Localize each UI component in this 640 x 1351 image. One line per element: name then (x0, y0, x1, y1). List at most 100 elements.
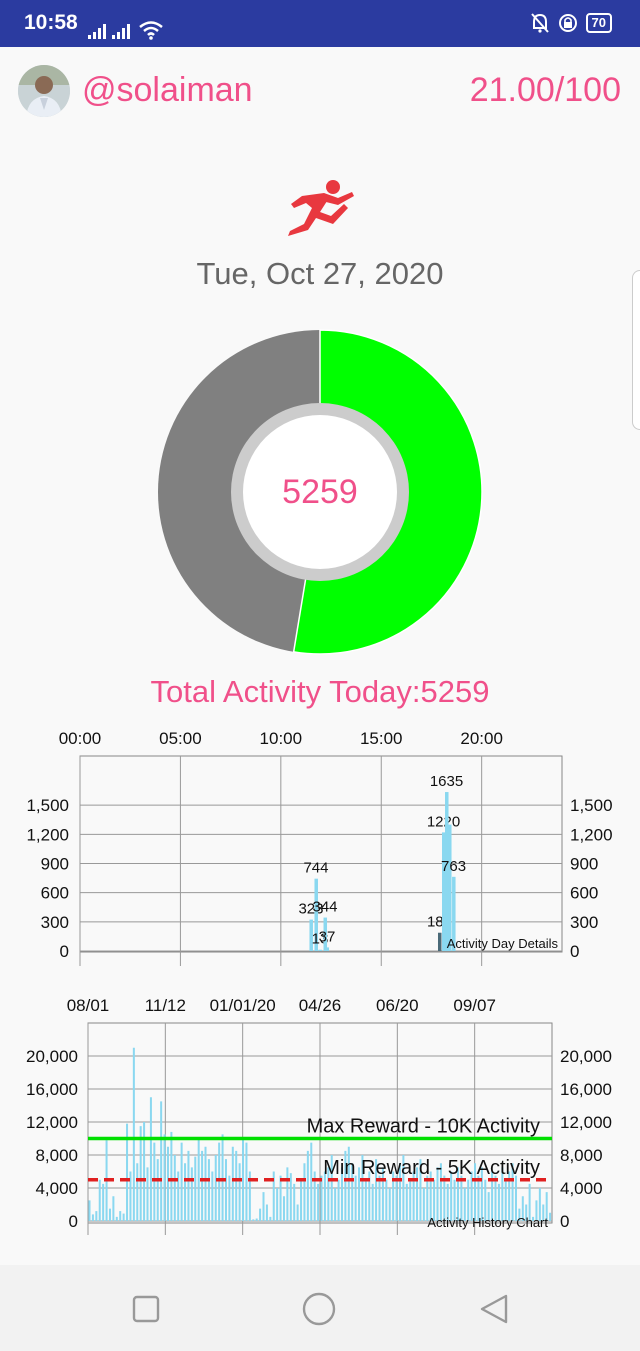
history-chart-bar (443, 1175, 446, 1221)
day-chart-x-tick: 05:00 (159, 729, 202, 748)
status-bar: 10:58 70 (0, 0, 640, 47)
history-chart-bar (166, 1146, 169, 1221)
history-chart-bar (143, 1122, 146, 1221)
history-chart-bar (163, 1134, 166, 1221)
history-chart-bar (146, 1167, 149, 1221)
total-activity-label: Total Activity Today:5259 (150, 674, 490, 709)
history-chart-bar (467, 1179, 470, 1221)
history-chart-y-tick-right: 8,000 (560, 1146, 603, 1165)
history-chart-bar (327, 1167, 330, 1221)
history-chart-bar (139, 1126, 142, 1221)
history-chart-bar (310, 1142, 313, 1221)
history-chart-bar (276, 1188, 279, 1221)
history-chart-bar (211, 1171, 214, 1221)
history-chart-bar (149, 1097, 152, 1221)
history-chart-bar (262, 1192, 265, 1221)
history-chart-bar (214, 1155, 217, 1221)
history-chart-bar (456, 1167, 459, 1221)
history-chart-bar (255, 1218, 258, 1221)
day-chart-y-tick-left: 900 (41, 855, 69, 874)
edge-panel-handle[interactable] (632, 270, 640, 430)
history-chart-bar (371, 1183, 374, 1221)
history-chart-bar (323, 1171, 326, 1221)
day-chart-y-tick-right: 0 (570, 942, 579, 961)
history-chart-bar (504, 1179, 507, 1221)
history-chart-bar (95, 1211, 98, 1221)
history-chart-bar (446, 1183, 449, 1221)
history-chart-bar (491, 1171, 494, 1221)
history-chart-x-tick: 11/12 (145, 996, 186, 1015)
history-chart-bar (518, 1208, 521, 1221)
history-chart-bar (395, 1175, 398, 1221)
day-chart-bar (437, 932, 442, 951)
user-photo-icon (18, 65, 70, 117)
history-chart-bar (265, 1204, 268, 1221)
history-chart-reward-label: Min Reward - 5K Activity (323, 1157, 540, 1179)
day-chart-bar (448, 824, 452, 951)
history-chart-bar (272, 1171, 275, 1221)
history-chart-y-tick-right: 16,000 (560, 1080, 612, 1099)
history-chart-bar (88, 1200, 91, 1221)
day-chart-bar-label: 763 (441, 858, 466, 875)
home-button[interactable] (302, 1292, 336, 1326)
history-chart-bar (422, 1188, 425, 1221)
day-chart-x-tick: 20:00 (460, 729, 503, 748)
history-chart-bar (242, 1138, 245, 1221)
history-chart-bar (313, 1171, 316, 1221)
profile-header: @solaiman 21.00/100 (0, 47, 640, 137)
history-chart-bar (153, 1142, 156, 1221)
history-chart-bar (190, 1167, 193, 1221)
history-chart-bar (433, 1179, 436, 1221)
day-chart-x-tick: 10:00 (260, 729, 303, 748)
day-chart-bar (452, 876, 456, 951)
history-chart-bar (545, 1192, 548, 1221)
history-chart-bar (439, 1163, 442, 1221)
history-chart-bar (463, 1188, 466, 1221)
history-chart-bar (201, 1150, 204, 1221)
avatar[interactable] (18, 65, 70, 117)
activity-donut-chart: 5259 (150, 322, 490, 662)
day-chart-bar-label: 1635 (430, 773, 463, 790)
history-chart-bar (450, 1171, 453, 1221)
history-chart-bar (194, 1156, 197, 1221)
data-saver-icon (558, 14, 577, 32)
history-chart-bar (487, 1192, 490, 1221)
history-chart-bar (511, 1163, 514, 1221)
history-chart-bar (102, 1183, 105, 1221)
history-chart-bar (375, 1159, 378, 1221)
history-chart-bar (248, 1171, 251, 1221)
history-chart-bar (112, 1196, 115, 1221)
history-chart-bar (317, 1183, 320, 1221)
history-chart-bar (337, 1179, 340, 1221)
history-chart-y-tick-left: 16,000 (26, 1080, 78, 1099)
username[interactable]: @solaiman (82, 71, 253, 109)
history-chart-y-tick-right: 12,000 (560, 1113, 612, 1132)
history-chart-bar (293, 1183, 296, 1221)
day-chart-y-tick-right: 600 (570, 884, 598, 903)
history-chart-x-tick: 06/20 (376, 996, 419, 1015)
history-chart-y-tick-left: 0 (69, 1212, 78, 1231)
history-chart-bar (470, 1171, 473, 1221)
day-chart-bar (325, 947, 330, 951)
day-chart-x-tick: 15:00 (360, 729, 403, 748)
history-chart-bar (344, 1150, 347, 1221)
history-chart-bar (238, 1163, 241, 1221)
battery-indicator: 70 (585, 13, 612, 33)
history-chart-bar (453, 1179, 456, 1221)
back-button[interactable] (478, 1293, 510, 1325)
day-chart-bar (323, 917, 328, 951)
history-chart-bar (419, 1159, 422, 1221)
history-chart-bar (259, 1208, 262, 1221)
recents-button[interactable] (132, 1295, 160, 1323)
history-chart-bar (180, 1142, 183, 1221)
activity-date: Tue, Oct 27, 2020 (196, 256, 444, 291)
history-chart-bar (358, 1167, 361, 1221)
day-chart-y-tick-left: 0 (60, 942, 69, 961)
history-chart-reward-label: Max Reward - 10K Activity (307, 1116, 540, 1138)
history-chart-bar (388, 1188, 391, 1221)
signal-icon-2 (112, 24, 130, 39)
day-chart-frame (79, 755, 563, 953)
history-chart-bar (289, 1173, 292, 1221)
history-chart-bar (330, 1155, 333, 1221)
history-chart-bar (392, 1171, 395, 1221)
